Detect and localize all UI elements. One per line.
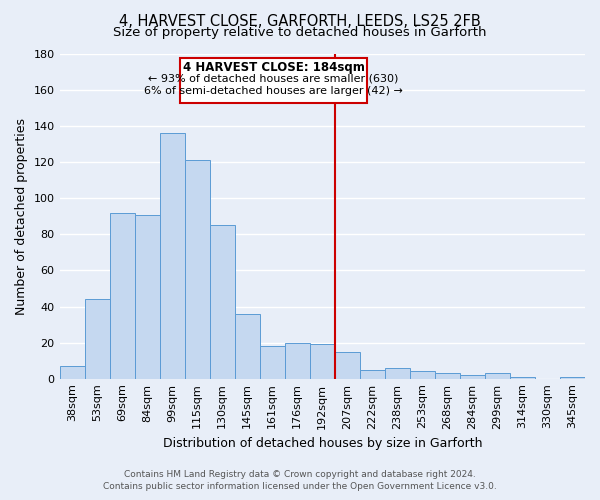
Bar	[510, 377, 535, 378]
Bar	[285, 342, 310, 378]
Y-axis label: Number of detached properties: Number of detached properties	[15, 118, 28, 315]
Text: Contains HM Land Registry data © Crown copyright and database right 2024.: Contains HM Land Registry data © Crown c…	[124, 470, 476, 479]
Bar	[310, 344, 335, 378]
Bar	[110, 212, 134, 378]
Text: 4 HARVEST CLOSE: 184sqm: 4 HARVEST CLOSE: 184sqm	[182, 61, 364, 74]
Bar	[435, 374, 460, 378]
Bar	[160, 134, 185, 378]
X-axis label: Distribution of detached houses by size in Garforth: Distribution of detached houses by size …	[163, 437, 482, 450]
Text: 6% of semi-detached houses are larger (42) →: 6% of semi-detached houses are larger (4…	[144, 86, 403, 97]
Text: Size of property relative to detached houses in Garforth: Size of property relative to detached ho…	[113, 26, 487, 39]
Text: ← 93% of detached houses are smaller (630): ← 93% of detached houses are smaller (63…	[148, 74, 398, 84]
Text: 4, HARVEST CLOSE, GARFORTH, LEEDS, LS25 2FB: 4, HARVEST CLOSE, GARFORTH, LEEDS, LS25 …	[119, 14, 481, 29]
Bar	[185, 160, 209, 378]
Text: Contains public sector information licensed under the Open Government Licence v3: Contains public sector information licen…	[103, 482, 497, 491]
Bar	[560, 377, 585, 378]
Bar	[485, 374, 510, 378]
FancyBboxPatch shape	[179, 58, 367, 102]
Bar	[460, 375, 485, 378]
Bar	[260, 346, 285, 378]
Bar	[385, 368, 410, 378]
Bar	[235, 314, 260, 378]
Bar	[410, 372, 435, 378]
Bar	[134, 214, 160, 378]
Bar	[85, 300, 110, 378]
Bar	[335, 352, 360, 378]
Bar	[360, 370, 385, 378]
Bar	[209, 226, 235, 378]
Bar	[59, 366, 85, 378]
